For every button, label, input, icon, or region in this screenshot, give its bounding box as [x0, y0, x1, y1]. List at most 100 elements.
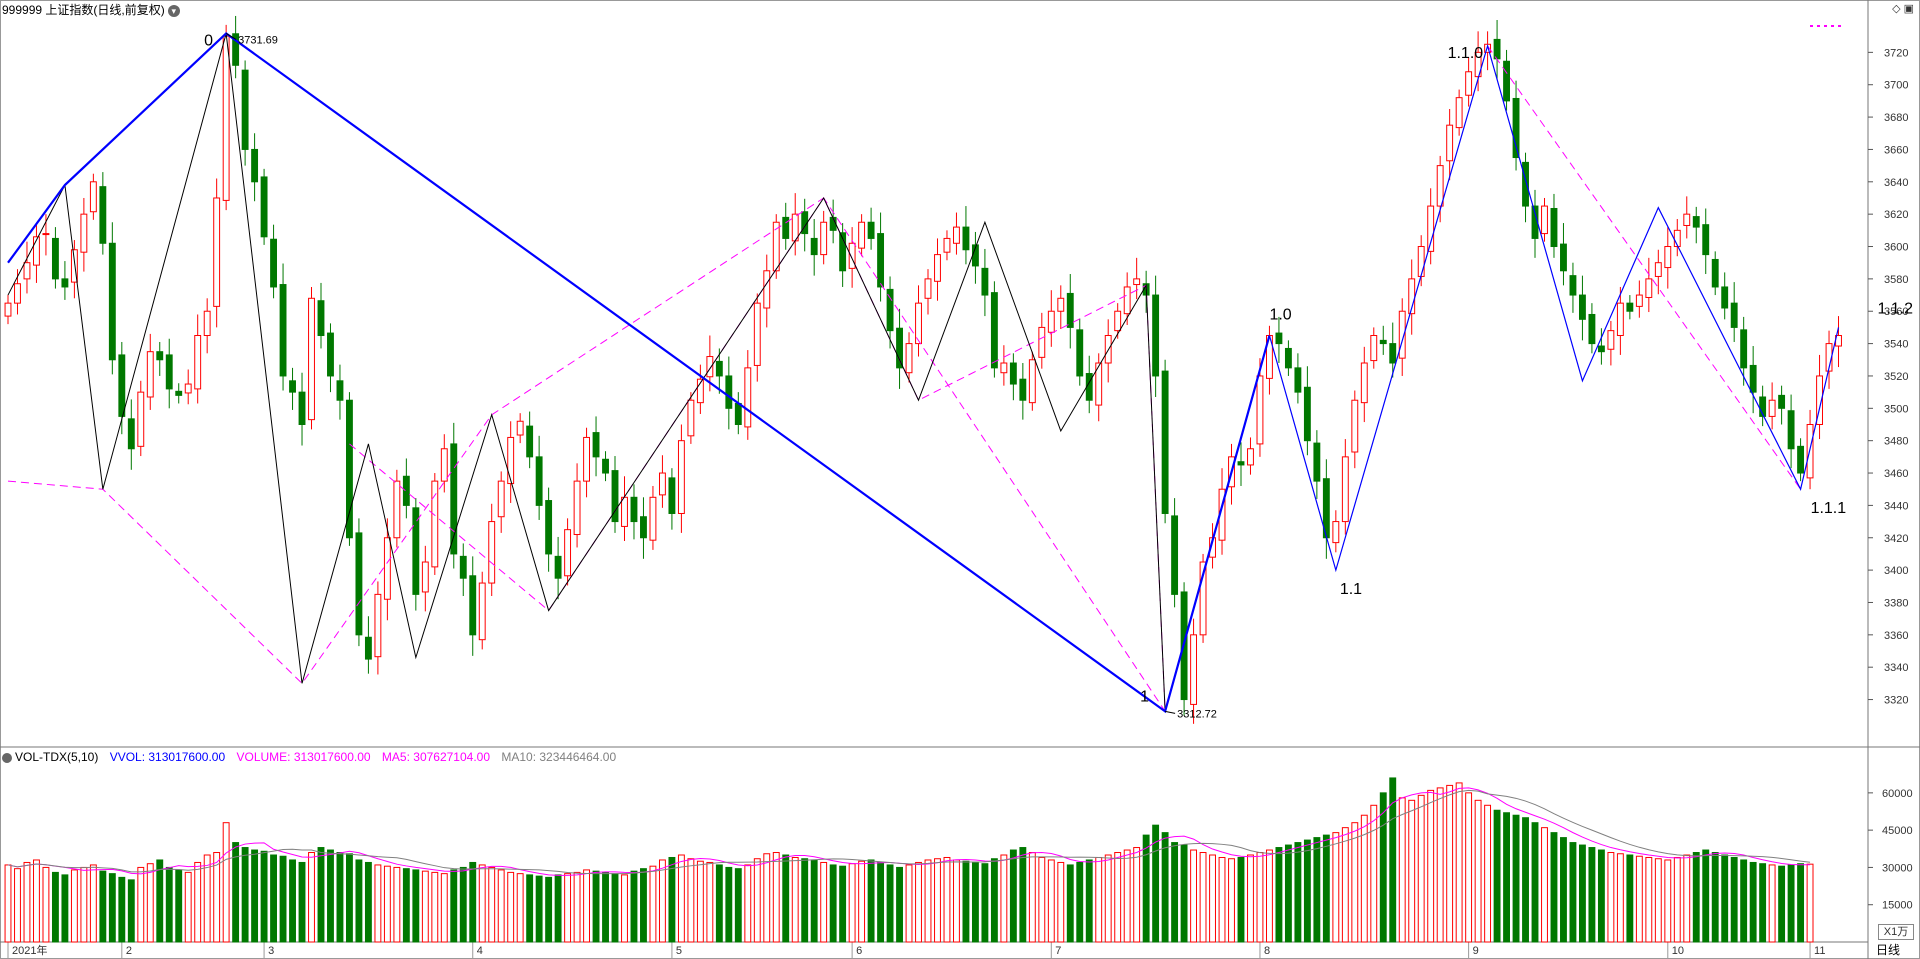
candle-body — [820, 221, 828, 256]
price-tick-label: 3720 — [1884, 47, 1908, 59]
volume-bar — [801, 858, 809, 943]
volume-bar — [184, 871, 192, 943]
volume-bar — [431, 871, 439, 943]
volume-bar — [545, 876, 553, 943]
candle-body — [127, 418, 135, 450]
volume-bar — [1228, 858, 1235, 943]
indicator-menu-icon[interactable] — [2, 752, 12, 763]
wave-label: 1.1.0 — [1448, 45, 1484, 62]
price-tick-label: 3440 — [1884, 500, 1908, 512]
candle-body — [497, 480, 505, 518]
volume-bar — [1768, 864, 1776, 943]
volume-bar — [1341, 827, 1349, 943]
volume-bar — [1284, 844, 1292, 943]
volume-bar — [1569, 842, 1577, 943]
volume-bar — [440, 873, 448, 943]
volume-bar — [1133, 847, 1141, 943]
volume-bar — [336, 852, 344, 943]
volume-tick-label: 45000 — [1882, 825, 1913, 837]
volume-bar — [668, 856, 676, 943]
volume-bar — [1683, 854, 1691, 943]
candle-body — [649, 496, 657, 541]
candle-body — [459, 555, 467, 579]
ma5-line — [7, 787, 1811, 876]
blue-wave-line-thin — [1268, 43, 1840, 573]
diamond-icon[interactable]: ◇ — [1892, 3, 1901, 15]
pink-wave-line-3 — [1487, 45, 1801, 490]
volume-bar — [108, 873, 116, 943]
volume-bar — [1692, 852, 1700, 943]
candle-body — [583, 436, 590, 482]
candle-body — [1664, 246, 1672, 269]
period-label[interactable]: 日线 — [1876, 943, 1901, 957]
candle-body — [14, 283, 21, 304]
volume-bar — [630, 870, 638, 943]
price-tick-label: 3560 — [1884, 306, 1908, 318]
volume-bar — [1152, 824, 1160, 943]
volume-bar — [194, 861, 202, 943]
candle-body — [1389, 343, 1397, 364]
volume-bar — [1730, 856, 1738, 943]
volume-bar — [867, 859, 875, 943]
candle-body — [1303, 386, 1311, 442]
price-tick-label: 3540 — [1884, 339, 1908, 351]
candle-body — [298, 391, 306, 425]
volume-bar — [1484, 804, 1492, 943]
volume-bar — [896, 866, 903, 943]
candle-body — [156, 351, 164, 361]
candle-body — [1417, 246, 1425, 277]
candle-body — [203, 310, 211, 337]
wave-label: 1.0 — [1269, 307, 1291, 324]
candle-body — [1797, 445, 1805, 474]
candle-body — [706, 356, 714, 378]
volume-bar — [1522, 817, 1529, 943]
volume-bar — [1294, 842, 1302, 943]
candle-body — [554, 555, 562, 579]
volume-bar — [1066, 864, 1074, 943]
volume-value: VOLUME: 313017600.00 — [236, 750, 371, 764]
unit-label[interactable]: X1万 — [1878, 924, 1914, 940]
candle-body — [1702, 224, 1710, 256]
volume-bar — [1493, 809, 1501, 943]
high-pointer — [225, 33, 237, 40]
black-zigzag-line — [7, 33, 1166, 712]
candle-body — [677, 440, 685, 514]
volume-bar — [51, 871, 59, 943]
volume-bar — [1541, 827, 1548, 943]
candle-body — [1427, 205, 1435, 252]
candle-body — [734, 402, 742, 425]
chevron-down-icon[interactable]: ▾ — [167, 4, 180, 17]
volume-bar — [1626, 854, 1634, 943]
chart-title: 999999 上证指数(日线,前复权) — [2, 3, 165, 17]
volume-bar — [1673, 856, 1681, 943]
candle-body — [1057, 297, 1065, 312]
volume-bar — [1057, 861, 1065, 943]
candle-body — [1522, 161, 1529, 207]
volume-bar — [1389, 777, 1397, 943]
volume-bar — [80, 866, 88, 943]
candle-body — [165, 354, 173, 390]
candle-body — [1313, 442, 1321, 482]
volume-bar — [1095, 856, 1103, 943]
volume-bar — [1028, 852, 1036, 943]
candle-body — [184, 383, 192, 394]
candle-body — [990, 292, 998, 369]
volume-bar — [374, 864, 382, 943]
candle-body — [194, 335, 202, 390]
volume-bar — [42, 866, 50, 943]
volume-bar — [1332, 832, 1340, 943]
window-icon[interactable]: ▣ — [1903, 3, 1914, 15]
candle-body — [1047, 310, 1055, 333]
volume-bar — [23, 861, 31, 943]
candle-body — [668, 477, 676, 514]
corner-icons[interactable]: ◇ ▣ — [1892, 2, 1914, 15]
volume-bar — [203, 854, 211, 943]
volume-bar — [971, 861, 979, 943]
volume-bar — [4, 864, 12, 943]
candle-body — [1000, 362, 1008, 374]
candle-body — [222, 35, 230, 201]
volume-bar — [1190, 849, 1198, 943]
candle-body — [1749, 364, 1757, 393]
candle-body — [1446, 124, 1454, 162]
